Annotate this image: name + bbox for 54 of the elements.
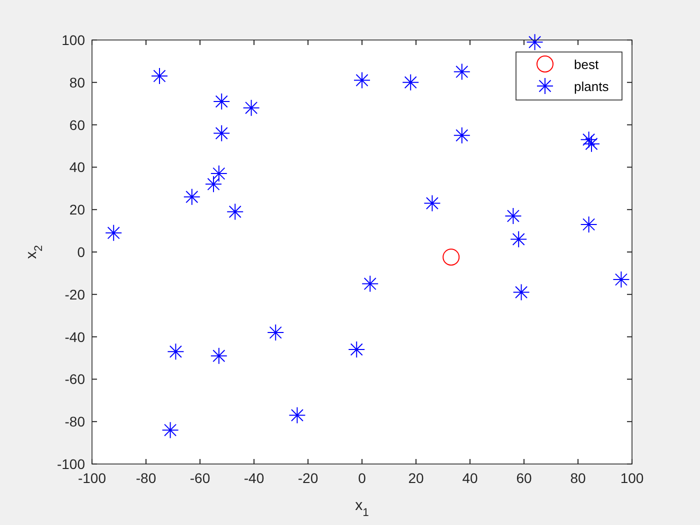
point [512, 284, 530, 301]
point [288, 406, 306, 424]
point [504, 207, 522, 224]
x-tick-label: 100 [620, 470, 644, 486]
point [167, 343, 184, 360]
y-tick-label: -100 [56, 456, 86, 472]
y-tick-label: -80 [64, 414, 86, 430]
legend-label: plants [574, 79, 610, 94]
x-tick-label: 80 [570, 470, 586, 486]
x-tick-label: -20 [298, 470, 318, 486]
point [242, 99, 260, 116]
point [210, 347, 228, 364]
legend-label: best [574, 57, 599, 72]
point [424, 194, 441, 212]
y-tick-label: 60 [69, 116, 86, 133]
point [453, 63, 470, 80]
x-tick-label: 60 [516, 470, 532, 486]
point [213, 92, 230, 110]
point [580, 216, 598, 233]
point [205, 176, 222, 193]
point [442, 248, 460, 266]
point [580, 131, 598, 148]
y-tick-label: -40 [64, 328, 86, 345]
point [526, 34, 544, 51]
x-tick-label: 0 [358, 470, 366, 486]
point [210, 165, 228, 182]
x-tick-label: 20 [408, 470, 424, 486]
y-tick-label: 40 [69, 159, 86, 176]
y-tick-label: 20 [69, 202, 86, 218]
x-tick-label: 40 [462, 470, 478, 486]
point [348, 341, 366, 358]
point [612, 271, 630, 288]
x-axis-title: x$_{1}$ [355, 497, 369, 519]
point [453, 126, 470, 144]
point [151, 68, 168, 85]
x-tick-label: -80 [136, 470, 156, 486]
point [583, 135, 600, 152]
point [267, 324, 284, 342]
y-tick-label: 80 [69, 74, 86, 90]
x-tick-label: -60 [190, 470, 210, 486]
y-tick-label: 100 [62, 32, 86, 48]
point [162, 422, 179, 439]
point [362, 275, 379, 292]
point [226, 203, 244, 220]
point [105, 224, 122, 242]
x-tick-label: -40 [244, 470, 264, 486]
point [354, 72, 370, 89]
point [213, 124, 230, 142]
y-tick-label: -60 [64, 371, 86, 388]
point [183, 188, 200, 206]
point [402, 74, 420, 91]
y-tick-label: -20 [64, 286, 86, 302]
y-tick-label: 0 [77, 244, 86, 260]
point [510, 230, 528, 248]
